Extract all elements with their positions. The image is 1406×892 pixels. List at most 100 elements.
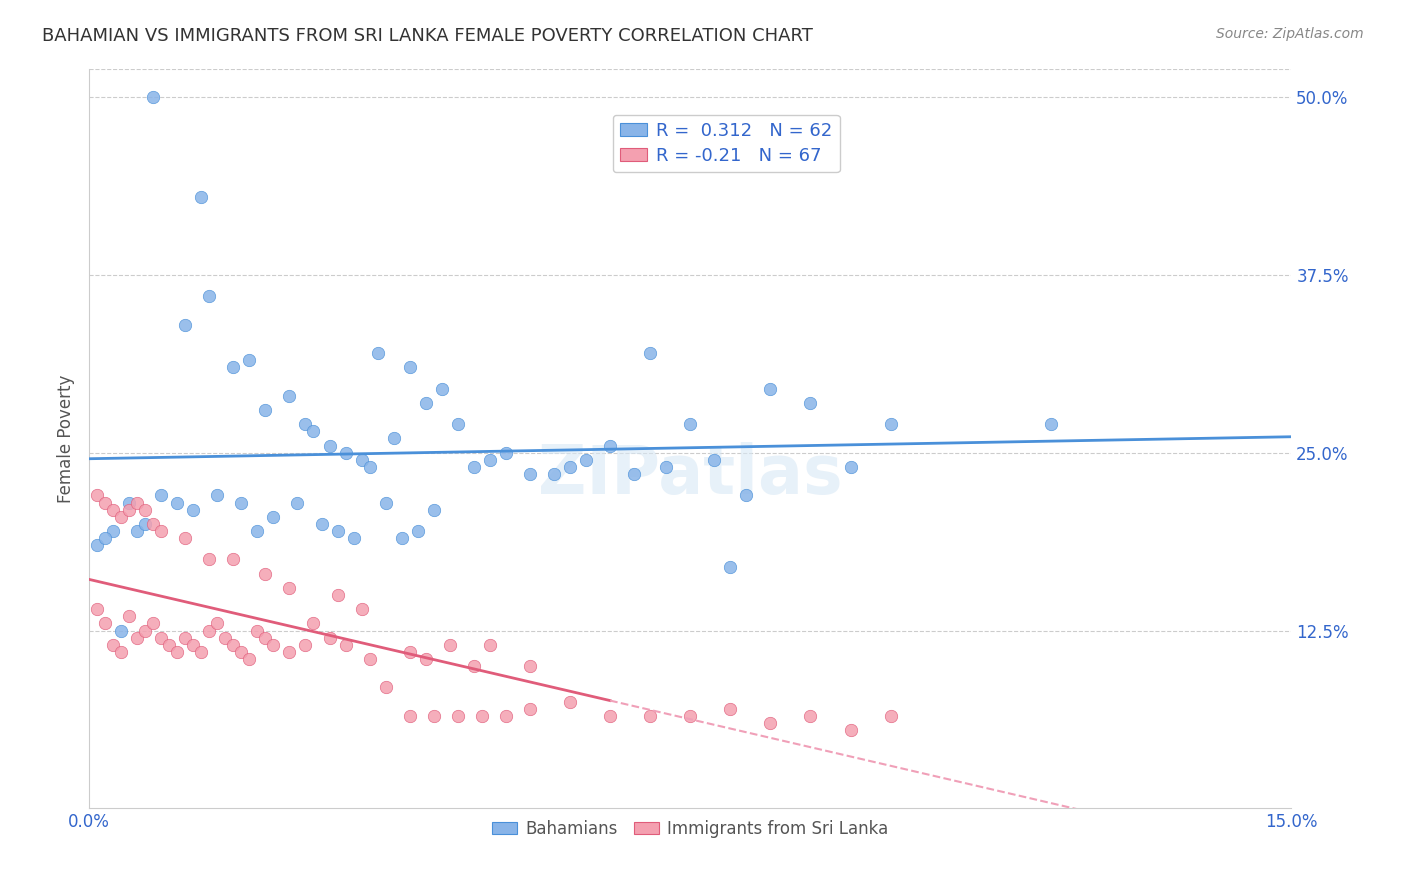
Point	[287, 495, 309, 509]
Point	[398, 360, 420, 375]
Point	[157, 638, 180, 652]
Point	[174, 318, 197, 332]
Point	[198, 624, 221, 638]
Point	[638, 346, 661, 360]
Point	[174, 531, 197, 545]
Point	[94, 531, 117, 545]
Point	[222, 638, 245, 652]
Point	[463, 659, 485, 673]
Point	[174, 631, 197, 645]
Text: BAHAMIAN VS IMMIGRANTS FROM SRI LANKA FEMALE POVERTY CORRELATION CHART: BAHAMIAN VS IMMIGRANTS FROM SRI LANKA FE…	[42, 27, 813, 45]
Point	[463, 459, 485, 474]
Point	[278, 581, 301, 595]
Point	[246, 624, 269, 638]
Point	[222, 552, 245, 566]
Point	[190, 645, 212, 659]
Point	[430, 382, 453, 396]
Point	[879, 417, 901, 432]
Point	[86, 602, 108, 616]
Point	[799, 709, 821, 723]
Point	[759, 382, 782, 396]
Point	[181, 502, 204, 516]
Point	[190, 189, 212, 203]
Point	[359, 652, 381, 666]
Point	[142, 90, 165, 104]
Point	[335, 638, 357, 652]
Point	[262, 638, 284, 652]
Point	[471, 709, 494, 723]
Point	[110, 645, 132, 659]
Point	[367, 346, 389, 360]
Point	[359, 459, 381, 474]
Point	[415, 652, 437, 666]
Point	[207, 616, 229, 631]
Point	[519, 702, 541, 716]
Point	[318, 631, 340, 645]
Point	[326, 588, 349, 602]
Point	[735, 488, 758, 502]
Point	[127, 631, 149, 645]
Point	[415, 396, 437, 410]
Point	[398, 645, 420, 659]
Point	[718, 702, 741, 716]
Point	[214, 631, 236, 645]
Point	[254, 403, 277, 417]
Point	[679, 709, 702, 723]
Point	[134, 516, 156, 531]
Point	[254, 631, 277, 645]
Point	[638, 709, 661, 723]
Point	[575, 452, 598, 467]
Point	[679, 417, 702, 432]
Point	[558, 459, 581, 474]
Point	[150, 488, 173, 502]
Point	[294, 638, 316, 652]
Point	[447, 709, 470, 723]
Point	[519, 467, 541, 481]
Point	[118, 495, 141, 509]
Point	[342, 531, 364, 545]
Point	[406, 524, 429, 538]
Point	[101, 502, 124, 516]
Point	[335, 446, 357, 460]
Point	[262, 509, 284, 524]
Point	[718, 559, 741, 574]
Point	[302, 425, 325, 439]
Point	[150, 524, 173, 538]
Point	[278, 645, 301, 659]
Point	[150, 631, 173, 645]
Point	[398, 709, 420, 723]
Point	[623, 467, 645, 481]
Point	[799, 396, 821, 410]
Point	[839, 459, 862, 474]
Point	[543, 467, 565, 481]
Point	[703, 452, 725, 467]
Point	[86, 538, 108, 552]
Point	[142, 616, 165, 631]
Point	[839, 723, 862, 738]
Point	[246, 524, 269, 538]
Point	[558, 695, 581, 709]
Point	[311, 516, 333, 531]
Text: ZIPatlas: ZIPatlas	[538, 442, 842, 508]
Point	[350, 452, 373, 467]
Point	[118, 609, 141, 624]
Point	[1039, 417, 1062, 432]
Point	[94, 495, 117, 509]
Point	[478, 638, 501, 652]
Point	[101, 524, 124, 538]
Point	[350, 602, 373, 616]
Point	[478, 452, 501, 467]
Point	[127, 524, 149, 538]
Point	[118, 502, 141, 516]
Point	[318, 439, 340, 453]
Point	[134, 502, 156, 516]
Point	[374, 495, 396, 509]
Point	[391, 531, 413, 545]
Point	[439, 638, 461, 652]
Point	[127, 495, 149, 509]
Point	[110, 624, 132, 638]
Point	[599, 439, 621, 453]
Point	[86, 488, 108, 502]
Point	[231, 645, 253, 659]
Point	[422, 709, 444, 723]
